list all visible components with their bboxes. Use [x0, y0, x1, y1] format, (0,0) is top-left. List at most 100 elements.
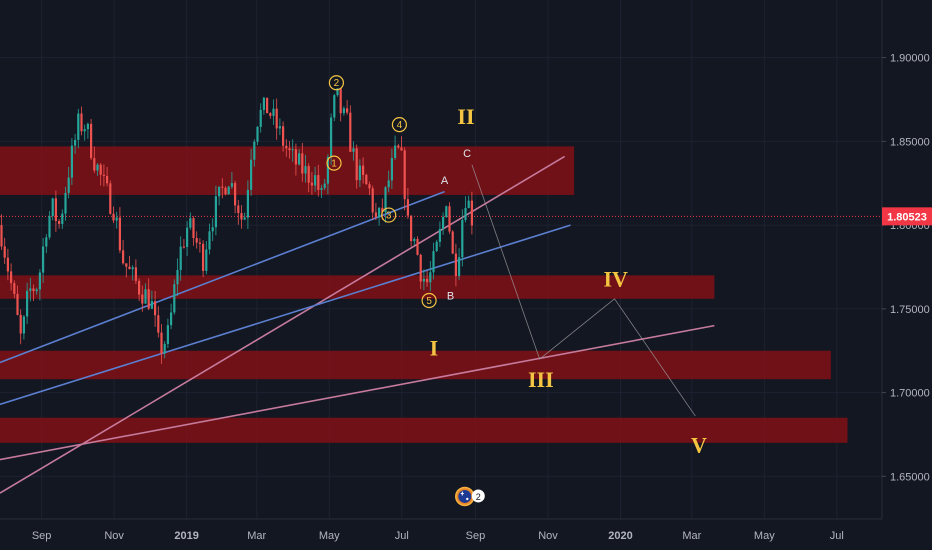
candle-body [58, 220, 61, 224]
candle-body [99, 164, 102, 175]
candle-body [291, 149, 294, 151]
candle-body [22, 316, 25, 334]
candle-body [208, 231, 211, 250]
candle-body [80, 113, 83, 132]
candle-body [128, 266, 131, 270]
candle-body [378, 207, 381, 218]
candle-body [13, 283, 16, 294]
candle-body [211, 227, 214, 232]
candle-body [214, 196, 217, 228]
candle-body [307, 166, 310, 183]
candle-body [349, 112, 352, 152]
candle-body [429, 272, 432, 283]
candle-body [410, 215, 413, 242]
candle-body [154, 301, 157, 316]
time-tick-label: Sep [466, 530, 486, 542]
time-tick-label: 2020 [608, 530, 632, 542]
candle-body [467, 200, 470, 208]
candle-body [314, 175, 317, 186]
candle-body [192, 218, 195, 238]
candle-body [381, 207, 384, 213]
wave-label-minor: 3 [386, 211, 392, 222]
candle-body [317, 175, 320, 190]
trendline-pink [0, 324, 715, 461]
candle-body [77, 113, 80, 140]
candle-body [419, 254, 422, 282]
candle-body [269, 113, 272, 116]
candle-body [326, 156, 329, 184]
candle-body [115, 217, 118, 221]
candle-body [451, 231, 454, 254]
candle-body [230, 183, 233, 187]
candle-body [365, 174, 368, 185]
candle-body [227, 186, 230, 195]
candle-body [189, 218, 192, 228]
time-tick-label: Nov [538, 530, 558, 542]
candle-body [150, 301, 153, 309]
candle-body [454, 253, 457, 277]
candle-body [160, 332, 163, 354]
candle-body [470, 200, 473, 226]
candle-body [413, 238, 416, 242]
wave-label-minor: 2 [334, 78, 340, 89]
wave-label-abc: C [463, 148, 471, 160]
candle-body [256, 126, 259, 142]
price-axis[interactable] [882, 0, 932, 550]
candle-body [294, 149, 297, 165]
wave-circle [391, 116, 407, 133]
candle-body [275, 108, 278, 129]
candle-body [403, 150, 406, 200]
candle-body [355, 148, 358, 181]
candle-body [445, 206, 448, 217]
current-price-label: 1.80523 [887, 211, 927, 223]
candle-body [176, 270, 179, 285]
candle-body [282, 126, 285, 146]
price-tick-label: 1.70000 [890, 388, 930, 400]
candle-body [246, 189, 249, 218]
candle-body [237, 205, 240, 214]
candle-body [54, 198, 57, 221]
wave-projection-path [471, 164, 696, 417]
price-tick-label: 1.85000 [890, 136, 930, 148]
candle-body [374, 212, 377, 218]
candle-body [42, 246, 45, 273]
candle-body [26, 290, 29, 317]
candle-body [272, 108, 275, 116]
wave-circle [421, 292, 437, 309]
time-tick-label: 2019 [174, 530, 198, 542]
candle-body [118, 217, 121, 251]
candle-body [323, 183, 326, 189]
candle-body [70, 145, 73, 178]
candle-body [400, 147, 403, 151]
star-mark [466, 497, 469, 501]
candle-body [106, 175, 109, 184]
candle-body [266, 97, 269, 114]
candle-body [221, 186, 224, 188]
candle-body [86, 123, 89, 130]
candle-body [438, 229, 441, 242]
candle-body [234, 183, 237, 206]
candle-body [464, 207, 467, 221]
candle-body [358, 165, 361, 181]
time-tick-label: Nov [104, 530, 124, 542]
time-tick-label: Mar [682, 530, 701, 542]
candle-body [29, 288, 32, 291]
wave-label-major: III [528, 367, 554, 392]
wave-label-minor: 1 [331, 159, 337, 170]
candle-body [262, 97, 265, 110]
candle-body [195, 237, 198, 243]
candle-body [426, 278, 429, 283]
candle-body [352, 148, 355, 152]
candle-body [339, 88, 342, 114]
candle-body [163, 343, 166, 354]
wave-circle [328, 75, 344, 91]
candle-body [157, 315, 160, 333]
candle-body [32, 288, 35, 292]
candle-body [3, 246, 6, 258]
time-axis[interactable] [0, 519, 882, 550]
candle-body [362, 165, 365, 175]
candle-body [278, 126, 281, 129]
candle-body [182, 246, 185, 248]
